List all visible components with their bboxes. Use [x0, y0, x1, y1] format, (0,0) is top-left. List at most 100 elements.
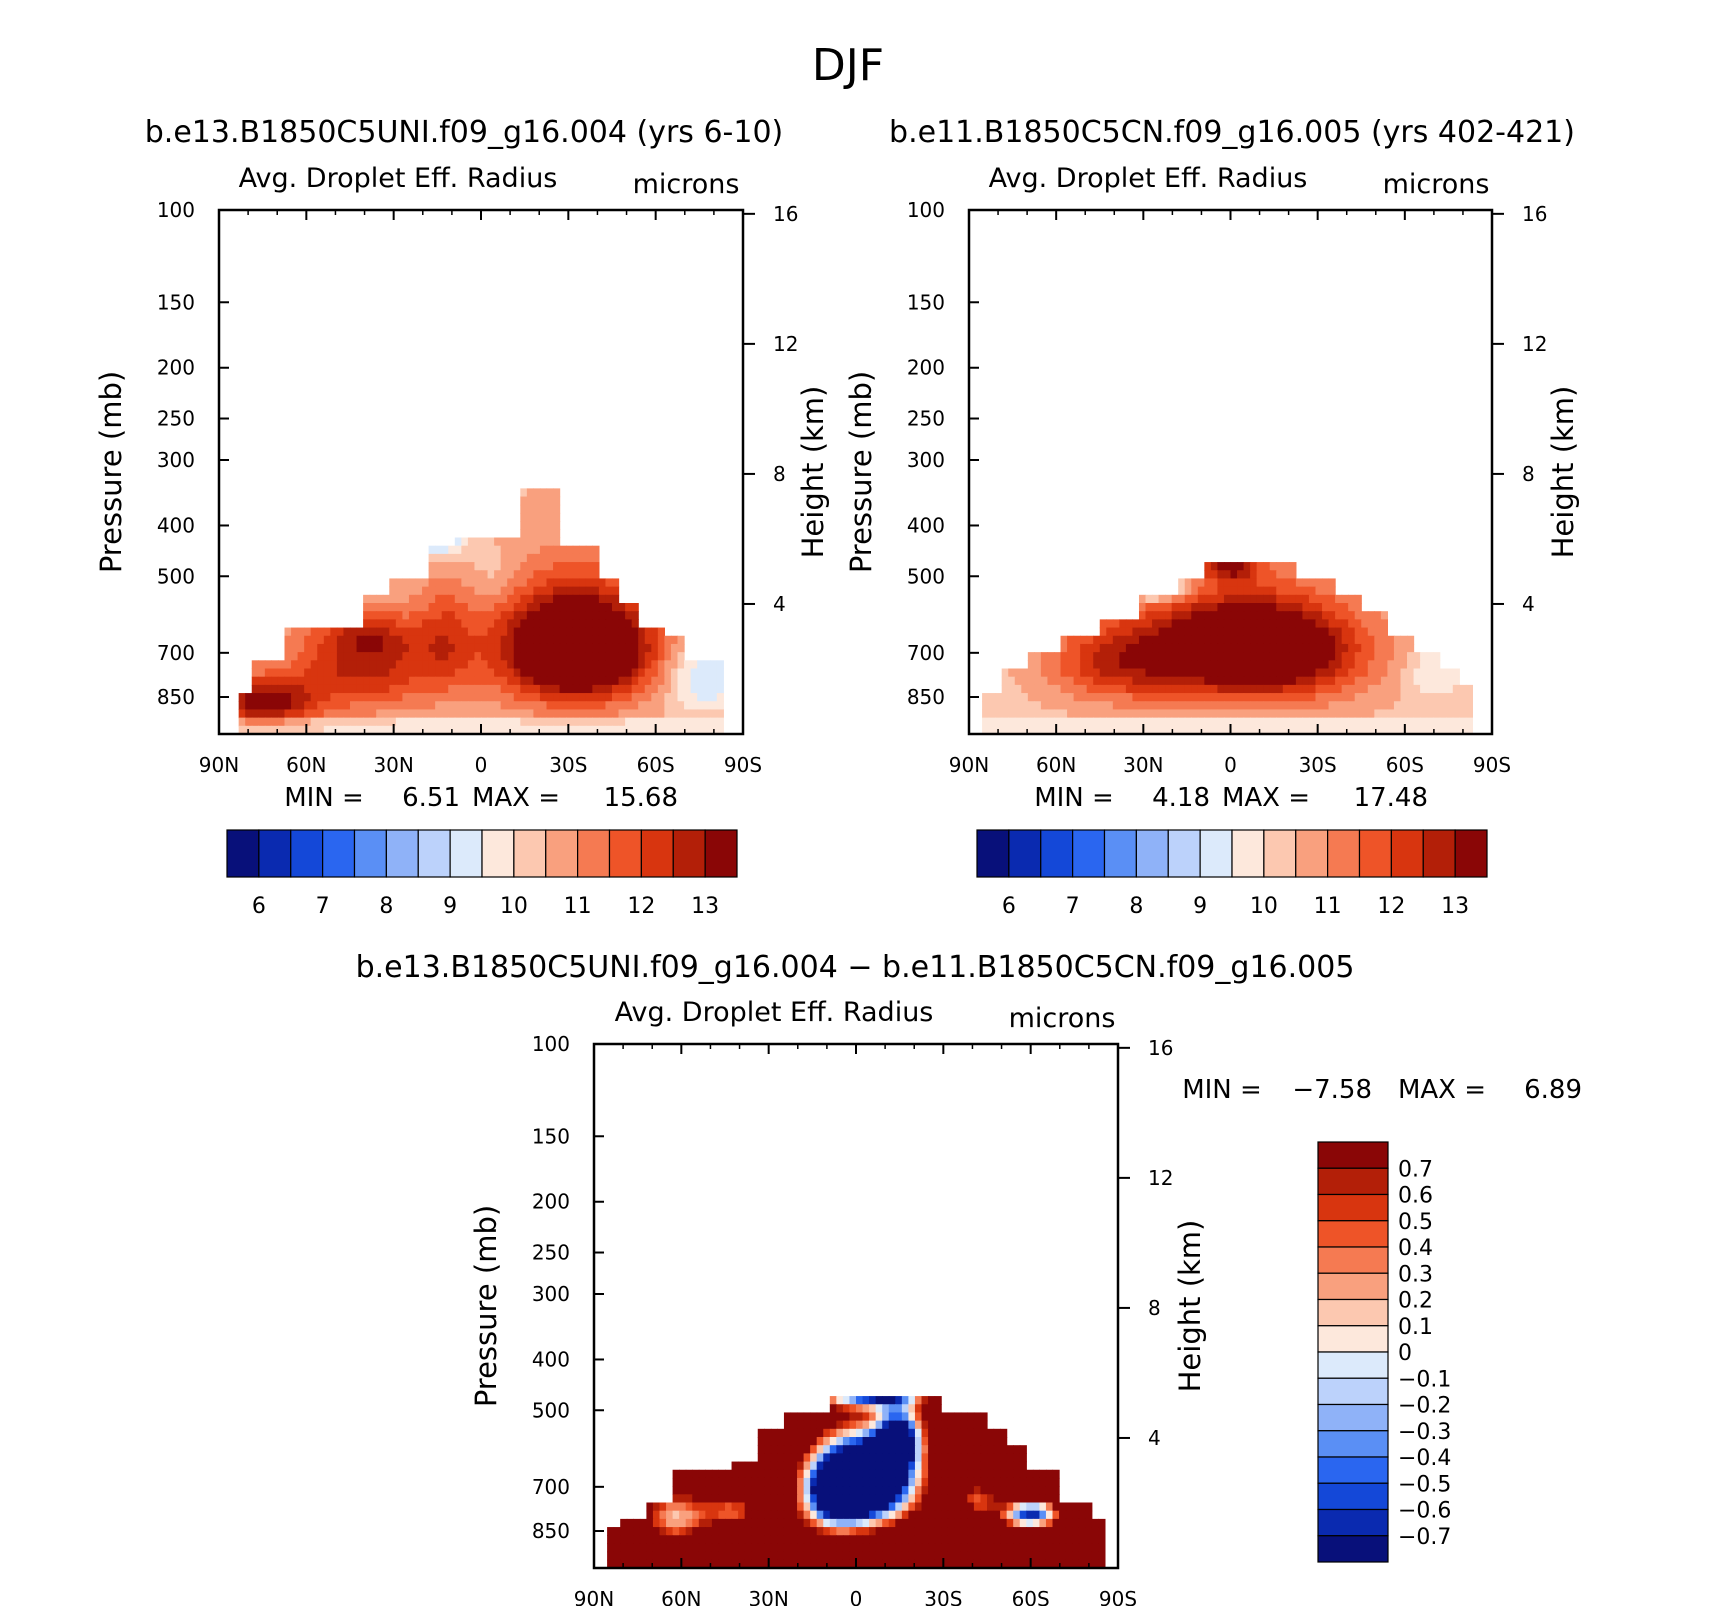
contour-cell: [1099, 652, 1107, 661]
contour-cell: [1119, 635, 1127, 645]
contour-cell: [507, 619, 515, 629]
contour-cell: [520, 611, 528, 620]
contour-cell: [1243, 717, 1251, 727]
contour-cell: [251, 717, 259, 727]
contour-cell: [376, 676, 384, 686]
contour-cell: [1078, 1543, 1086, 1553]
contour-cell: [895, 1461, 903, 1471]
contour-cell: [605, 594, 613, 604]
contour-cell: [638, 676, 646, 686]
contour-cell: [823, 1535, 831, 1545]
contour-cell: [585, 553, 593, 563]
contour-cell: [1210, 611, 1219, 620]
contour-cell: [651, 676, 659, 686]
contour-cell: [947, 1469, 955, 1479]
contour-cell: [1413, 725, 1421, 734]
contour-cell: [1184, 668, 1192, 678]
contour-cell: [770, 1469, 778, 1479]
contour-cell: [579, 652, 587, 661]
contour-cell: [1197, 603, 1205, 612]
contour-cell: [1315, 668, 1323, 678]
contour-cell: [336, 693, 345, 702]
contour-cell: [657, 684, 665, 694]
contour-cell: [494, 701, 502, 711]
y-tick-label: 150: [907, 290, 945, 314]
contour-cell: [1217, 725, 1225, 734]
contour-cell: [764, 1510, 772, 1520]
contour-cell: [356, 635, 364, 645]
contour-cell: [350, 709, 358, 719]
contour-cell: [1308, 627, 1317, 637]
contour-cell: [947, 1559, 955, 1568]
contour-cell: [770, 1486, 778, 1495]
contour-cell: [1217, 668, 1225, 678]
contour-cell: [751, 1494, 759, 1504]
contour-cell: [487, 684, 495, 694]
contour-cell: [1263, 684, 1271, 694]
contour-cell: [934, 1518, 942, 1528]
contour-cell: [1263, 570, 1271, 580]
contour-cell: [1060, 684, 1068, 694]
contour-cell: [633, 1518, 641, 1528]
contour-cell: [644, 676, 652, 686]
contour-cell: [980, 1412, 988, 1422]
contour-cell: [1210, 603, 1219, 612]
contour-cell: [585, 611, 593, 620]
contour-cell: [638, 725, 646, 734]
contour-cell: [710, 684, 718, 694]
contour-cell: [1354, 635, 1362, 645]
contour-cell: [592, 545, 600, 555]
contour-cell: [1197, 627, 1205, 637]
contour-cell: [408, 701, 417, 711]
contour-cell: [1230, 717, 1238, 727]
contour-cell: [350, 676, 358, 686]
contour-cell: [652, 1535, 661, 1545]
contour-cell: [1093, 635, 1101, 645]
contour-cell: [1223, 562, 1232, 571]
contour-cell: [553, 709, 561, 719]
y2-axis-label: Height (km): [796, 386, 830, 559]
contour-cell: [856, 1543, 864, 1553]
contour-cell: [343, 709, 351, 719]
panel-title: b.e11.B1850C5CN.f09_g16.005 (yrs 402-421…: [889, 115, 1575, 150]
contour-cell: [1067, 660, 1075, 670]
contour-cell: [1019, 1535, 1027, 1545]
contour-cell: [705, 1535, 713, 1545]
contour-cell: [487, 676, 495, 686]
contour-cell: [664, 701, 672, 711]
contour-cell: [323, 709, 331, 719]
contour-cell: [474, 668, 482, 678]
contour-cell: [376, 693, 384, 702]
contour-cell: [842, 1453, 851, 1463]
contour-cell: [1125, 643, 1134, 653]
contour-cell: [914, 1518, 923, 1528]
contour-cell: [1308, 643, 1317, 653]
contour-cell: [842, 1428, 851, 1438]
contour-cell: [941, 1535, 949, 1545]
contour-cell: [441, 545, 449, 555]
contour-cell: [251, 701, 259, 711]
contour-cell: [967, 1420, 975, 1430]
contour-cell: [856, 1551, 864, 1561]
contour-cell: [607, 1551, 615, 1561]
contour-cell: [731, 1477, 739, 1487]
contour-cell: [1367, 611, 1375, 620]
contour-cell: [258, 725, 266, 734]
contour-cell: [625, 619, 633, 629]
contour-cell: [1348, 693, 1356, 702]
contour-cell: [1361, 660, 1369, 670]
contour-cell: [1006, 1535, 1014, 1545]
contour-cell: [376, 684, 384, 694]
contour-cell: [1433, 660, 1441, 670]
contour-cell: [934, 1445, 942, 1454]
contour-cell: [816, 1510, 824, 1520]
contour-cell: [481, 725, 489, 734]
contour-cell: [973, 1445, 982, 1454]
contour-cell: [888, 1494, 896, 1504]
contour-cell: [692, 1494, 700, 1504]
contour-cell: [317, 717, 325, 727]
contour-cell: [954, 1510, 962, 1520]
contour-cell: [1328, 725, 1336, 734]
contour-cell: [1099, 693, 1107, 702]
contour-cell: [862, 1486, 870, 1495]
